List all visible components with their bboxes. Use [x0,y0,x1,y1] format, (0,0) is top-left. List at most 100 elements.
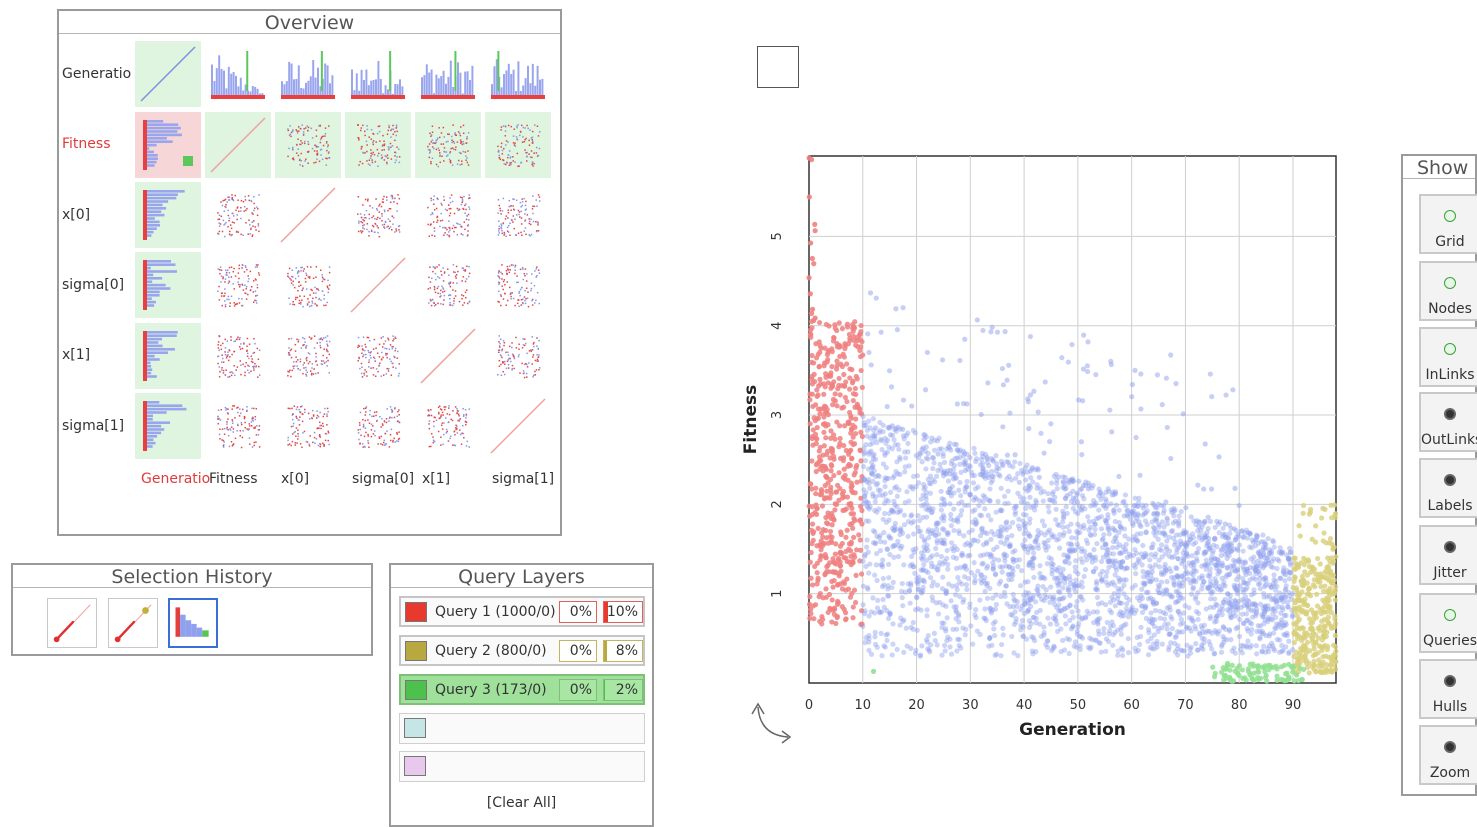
main-scatter-plot[interactable]: 0 10 20 30 40 50 60 70 80 9012345GenerationFitnes… [730,140,1370,750]
spm-cell[interactable] [415,323,481,389]
data-point [1032,599,1039,605]
spm-cell[interactable] [415,393,481,459]
query-layer-row[interactable]: Query 1 (1000/0) 0% 10% [399,596,645,627]
spm-cell[interactable] [205,323,271,389]
spm-cell[interactable] [485,112,551,178]
query-color-swatch[interactable] [405,641,427,661]
data-point [823,435,829,441]
data-point [924,514,930,520]
spm-cell[interactable] [135,323,201,389]
spm-cell[interactable] [415,252,481,318]
spm-cell[interactable] [345,323,411,389]
show-toggle-nodes[interactable]: Nodes [1419,261,1477,321]
y-axis-label[interactable]: Fitness [741,385,761,454]
spm-cell[interactable] [485,252,551,318]
spm-cell[interactable] [485,323,551,389]
show-toggle-labels[interactable]: Labels [1419,458,1477,518]
history-thumbnail[interactable] [108,598,158,648]
spm-column-label[interactable]: x[1] [422,471,451,487]
data-point [1002,500,1008,507]
show-toggle-jitter[interactable]: Jitter [1419,525,1477,585]
spm-row-label[interactable]: x[0] [62,207,91,223]
data-point [873,494,879,500]
x-axis-label[interactable]: Generation [1019,720,1126,740]
spm-cell[interactable] [415,112,481,178]
show-toggle-inlinks[interactable]: InLinks [1419,327,1477,387]
spm-cell[interactable] [275,112,341,178]
spm-cell[interactable] [345,393,411,459]
spm-row-label[interactable]: Generatio [62,66,132,82]
spm-cell[interactable] [205,182,271,248]
query-color-swatch[interactable] [404,756,426,776]
data-point [1188,570,1194,576]
spm-cell[interactable] [345,112,411,178]
query-layer-row[interactable]: Query 2 (800/0) 0% 8% [399,635,645,666]
spm-cell[interactable] [205,393,271,459]
spm-cell[interactable] [415,41,481,107]
data-point [1142,581,1148,587]
spm-column-label[interactable]: Generatio [141,471,211,487]
spm-cell[interactable] [275,182,341,248]
history-thumbnail[interactable] [47,598,97,648]
spm-row-label[interactable]: sigma[0] [62,277,125,293]
show-toggle-zoom[interactable]: Zoom [1419,725,1477,785]
empty-query-layer-row[interactable] [399,751,645,782]
plot-area[interactable] [808,155,1337,684]
spm-cell[interactable] [485,182,551,248]
show-toggle-queries[interactable]: Queries [1419,593,1477,653]
query-color-swatch[interactable] [405,602,427,622]
data-point [1235,670,1241,677]
empty-query-layer-row[interactable] [399,713,645,744]
data-point [1054,480,1060,486]
data-point [981,615,987,621]
data-point [941,620,947,626]
data-point [827,605,833,611]
spm-cell[interactable] [135,112,201,178]
data-point [950,626,956,633]
swap-axes-icon[interactable] [751,702,792,744]
spm-cell[interactable] [485,41,551,107]
data-point [1245,617,1251,623]
spm-column-label[interactable]: sigma[0] [352,471,415,487]
data-point [1209,590,1215,597]
spm-column-label[interactable]: Fitness [209,471,258,487]
data-point [957,461,963,467]
spm-cell[interactable] [135,252,201,318]
spm-cell[interactable] [275,323,341,389]
blank-checkbox[interactable] [757,46,799,88]
spm-cell[interactable] [345,41,411,107]
data-point [1122,492,1129,498]
spm-column-label[interactable]: sigma[1] [492,471,555,487]
data-point [1032,539,1038,545]
spm-cell[interactable] [275,393,341,459]
show-toggle-outlinks[interactable]: OutLinks [1419,392,1477,452]
query-color-swatch[interactable] [405,680,427,700]
history-thumbnail-selected[interactable] [168,598,218,648]
spm-column-label[interactable]: x[0] [281,471,310,487]
spm-cell[interactable] [275,252,341,318]
spm-cell[interactable] [135,182,201,248]
spm-cell[interactable] [135,393,201,459]
spm-row-label[interactable]: sigma[1] [62,418,125,434]
spm-cell[interactable] [205,252,271,318]
spm-cell[interactable] [415,182,481,248]
spm-cell[interactable] [275,41,341,107]
spm-cell[interactable] [205,112,271,178]
data-point [926,647,932,653]
spm-row-label[interactable]: x[1] [62,347,91,363]
spm-cell[interactable] [485,393,551,459]
clear-all-button[interactable]: [Clear All] [486,795,557,811]
show-toggle-hulls[interactable]: Hulls [1419,659,1477,719]
query-layer-row-selected[interactable]: Query 3 (173/0) 0% 2% [399,674,645,705]
spm-row-label[interactable]: Fitness [62,136,111,152]
query-color-swatch[interactable] [404,718,426,738]
show-toggle-grid[interactable]: Grid [1419,194,1477,254]
spm-cell[interactable] [345,182,411,248]
data-point [809,373,815,379]
spm-cell[interactable] [345,252,411,318]
spm-cell[interactable] [135,41,201,107]
data-point [1296,523,1302,529]
spm-cell[interactable] [205,41,271,107]
data-point [1281,632,1287,638]
data-point [943,628,949,634]
